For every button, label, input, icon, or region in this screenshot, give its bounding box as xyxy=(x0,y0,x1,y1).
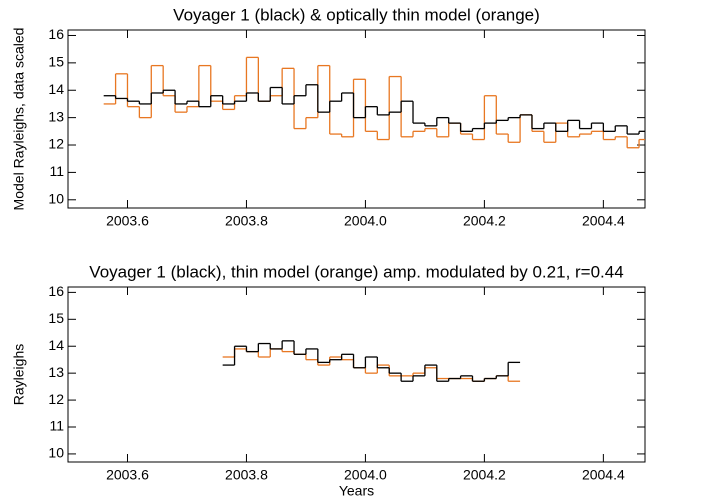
y-axis-label: Model Rayleighs, data scaled xyxy=(11,28,27,211)
y-tick-label: 10 xyxy=(48,190,64,206)
x-tick-label: 2004.0 xyxy=(344,213,387,229)
x-tick-label: 2004.2 xyxy=(463,467,506,483)
chart-title: Voyager 1 (black) & optically thin model… xyxy=(173,5,540,24)
y-tick-label: 16 xyxy=(48,283,64,299)
plot-frame xyxy=(67,29,646,209)
x-axis-label: Years xyxy=(339,483,374,499)
x-tick-label: 2003.8 xyxy=(225,467,268,483)
x-tick-label: 2004.4 xyxy=(582,213,625,229)
y-axis-label: Rayleighs xyxy=(11,344,27,405)
x-tick-label: 2003.6 xyxy=(106,213,149,229)
step-risers xyxy=(233,340,509,382)
step-risers xyxy=(114,57,640,148)
y-tick-label: 14 xyxy=(48,81,64,97)
x-tick-label: 2004.2 xyxy=(463,213,506,229)
y-tick-label: 16 xyxy=(48,26,64,42)
plot-frame xyxy=(67,286,646,463)
step-risers xyxy=(114,84,640,135)
y-tick-label: 14 xyxy=(48,337,64,353)
x-tick-label: 2004.4 xyxy=(582,467,625,483)
x-tick-label: 2003.6 xyxy=(106,467,149,483)
x-tick-label: 2003.8 xyxy=(225,213,268,229)
y-tick-label: 11 xyxy=(49,163,64,179)
x-tick-label: 2004.0 xyxy=(344,467,387,483)
y-tick-label: 15 xyxy=(48,310,64,326)
y-tick-label: 12 xyxy=(48,391,64,407)
chart-title: Voyager 1 (black), thin model (orange) a… xyxy=(89,262,623,281)
y-tick-label: 11 xyxy=(49,418,64,434)
y-tick-label: 12 xyxy=(48,136,64,152)
y-tick-label: 13 xyxy=(48,364,64,380)
y-tick-label: 10 xyxy=(48,445,64,461)
y-tick-label: 13 xyxy=(48,108,64,124)
y-tick-label: 15 xyxy=(48,54,64,70)
